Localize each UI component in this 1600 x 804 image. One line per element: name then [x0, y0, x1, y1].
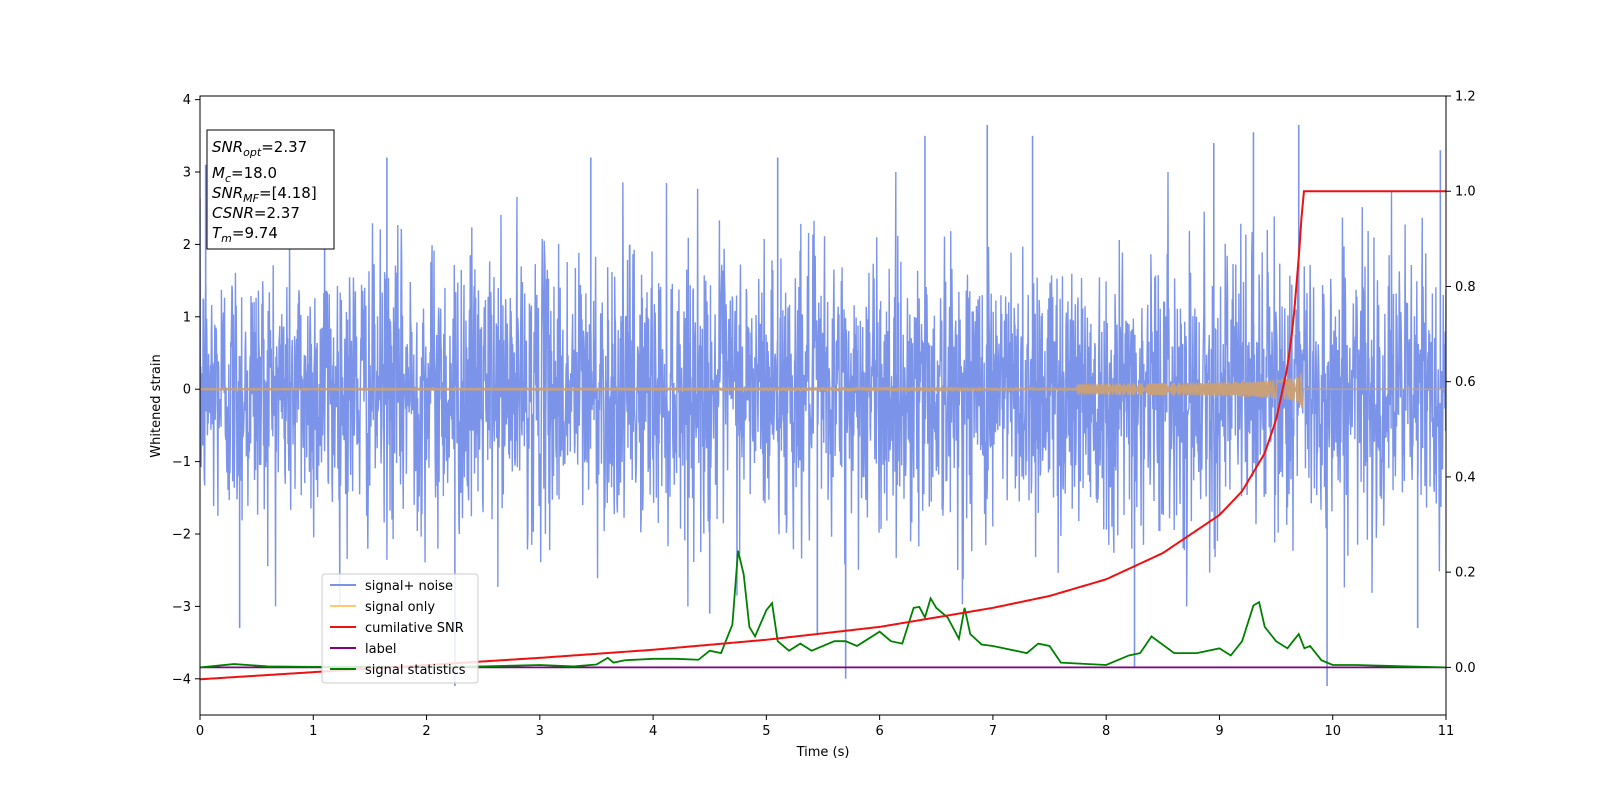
y-tick-label: −4 — [172, 672, 191, 687]
x-tick-label: 0 — [196, 724, 204, 739]
legend-item-signal-only: signal only — [330, 600, 435, 615]
y-tick-label: −3 — [172, 600, 191, 615]
y-axis-right: 0.0 0.2 0.4 0.6 0.8 1.0 1.2 — [1446, 90, 1476, 676]
series-signal-noise — [200, 172, 1446, 607]
x-tick-label: 5 — [762, 724, 770, 739]
annotation-box: SNRopt=2.37 Mc=18.0 SNRMF=[4.18] CSNR=2.… — [206, 129, 335, 250]
legend-item-signal-statistics: signal statistics — [330, 663, 466, 678]
legend: signal+ noise signal only cumilative SNR… — [321, 573, 479, 684]
x-tick-label: 7 — [989, 724, 997, 739]
y2-tick-label: 0.0 — [1455, 661, 1476, 676]
annotation-tm: Tm=9.74 — [212, 224, 278, 245]
y2-tick-label: 1.2 — [1455, 90, 1476, 105]
x-tick-label: 8 — [1102, 724, 1110, 739]
y2-tick-label: 1.0 — [1455, 185, 1476, 200]
y-axis-label: Whitened strain — [149, 354, 164, 457]
y-tick-label: 0 — [183, 383, 191, 398]
y2-tick-label: 0.8 — [1455, 280, 1476, 295]
legend-label-signal-statistics: signal statistics — [365, 663, 466, 678]
legend-item-label: label — [330, 642, 396, 657]
y2-tick-label: 0.2 — [1455, 566, 1476, 581]
x-axis-label: Time (s) — [796, 745, 850, 760]
series-layer — [200, 124, 1446, 687]
x-tick-label: 4 — [649, 724, 657, 739]
plot-frame — [199, 95, 1447, 716]
y2-tick-label: 0.4 — [1455, 470, 1476, 485]
y-tick-label: 4 — [183, 93, 191, 108]
x-tick-label: 11 — [1438, 724, 1455, 739]
x-tick-label: 9 — [1215, 724, 1223, 739]
x-tick-label: 3 — [536, 724, 544, 739]
x-tick-label: 1 — [309, 724, 317, 739]
legend-label-signal-noise: signal+ noise — [365, 579, 453, 594]
series-signal-statistics — [200, 550, 1446, 669]
y-tick-label: 1 — [183, 310, 191, 325]
y-axis-left: −4 −3 −2 −1 0 1 2 3 4 — [172, 93, 200, 687]
y-tick-label: −2 — [172, 528, 191, 543]
legend-item-cumilative-snr: cumilative SNR — [330, 621, 464, 636]
y-tick-label: 3 — [183, 166, 191, 181]
y-tick-label: −1 — [172, 455, 191, 470]
annotation-snr-mf: SNRMF=[4.18] — [212, 184, 317, 205]
legend-label-signal-only: signal only — [365, 600, 435, 615]
x-tick-label: 2 — [422, 724, 430, 739]
annotation-mc: Mc=18.0 — [212, 164, 277, 185]
legend-item-signal-noise: signal+ noise — [330, 579, 453, 594]
x-tick-label: 10 — [1324, 724, 1341, 739]
legend-label-cumilative-snr: cumilative SNR — [365, 621, 464, 636]
annotation-snr-opt: SNRopt=2.37 — [212, 138, 307, 159]
legend-label-label: label — [365, 642, 396, 657]
x-tick-label: 6 — [875, 724, 883, 739]
y2-tick-label: 0.6 — [1455, 375, 1476, 390]
x-axis: 0 1 2 3 4 5 6 7 8 9 10 11 — [196, 715, 1454, 739]
annotation-csnr: CSNR=2.37 — [212, 204, 300, 222]
series-signal-only — [200, 372, 1446, 409]
y-tick-label: 2 — [183, 238, 191, 253]
